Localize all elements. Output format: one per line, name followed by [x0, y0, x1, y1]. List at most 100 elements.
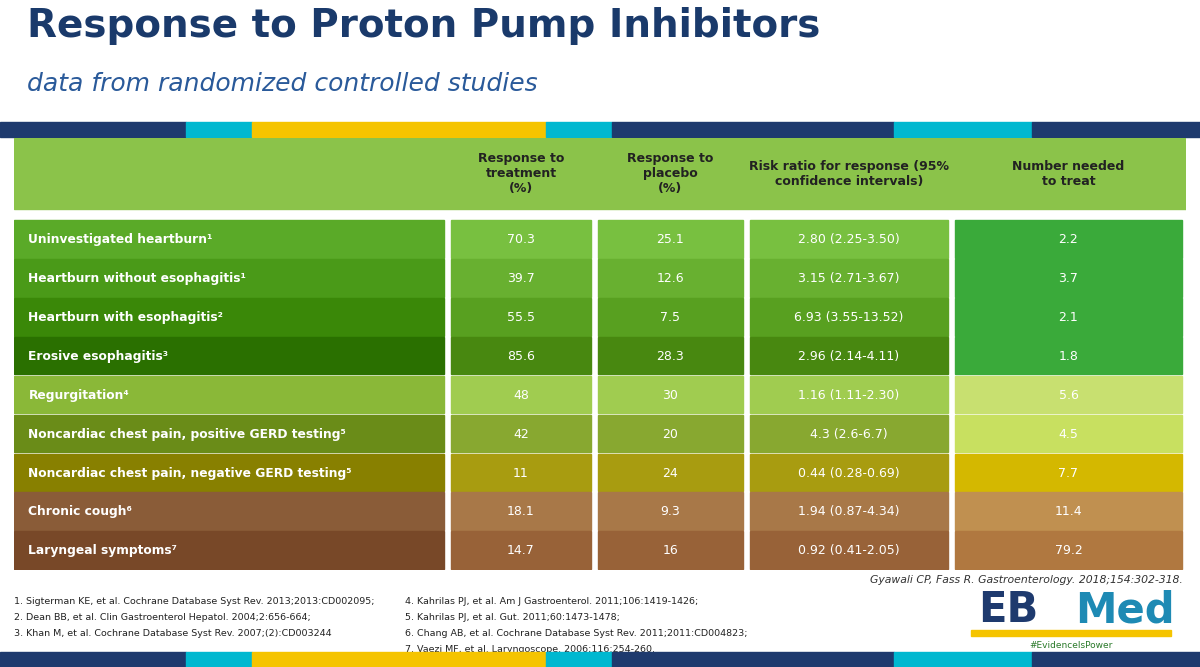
Text: 5.6: 5.6: [1058, 389, 1079, 402]
Text: Uninvestigated heartburn¹: Uninvestigated heartburn¹: [29, 233, 212, 246]
Bar: [598, 532, 743, 569]
Bar: [598, 259, 743, 297]
Bar: [14, 138, 1186, 209]
Bar: [750, 337, 948, 374]
Text: 12.6: 12.6: [656, 272, 684, 285]
Bar: [451, 220, 590, 257]
Bar: [451, 376, 590, 414]
Bar: [894, 122, 1032, 137]
Bar: [186, 122, 252, 137]
Text: 2.80 (2.25-3.50): 2.80 (2.25-3.50): [798, 233, 900, 246]
Bar: [546, 652, 612, 667]
Bar: [14, 220, 444, 257]
Bar: [750, 298, 948, 336]
Text: 28.3: 28.3: [656, 350, 684, 363]
Text: 1.94 (0.87-4.34): 1.94 (0.87-4.34): [798, 506, 900, 518]
Bar: [451, 454, 590, 491]
Bar: [14, 337, 444, 374]
Bar: [894, 652, 1032, 667]
Text: 85.6: 85.6: [508, 350, 535, 363]
Text: Chronic cough⁶: Chronic cough⁶: [29, 506, 132, 518]
Text: Heartburn without esophagitis¹: Heartburn without esophagitis¹: [29, 272, 246, 285]
Bar: [546, 122, 612, 137]
Bar: [750, 492, 948, 530]
Text: 7.5: 7.5: [660, 311, 680, 324]
Bar: [451, 337, 590, 374]
Bar: [612, 652, 894, 667]
Text: 3. Khan M, et al. Cochrane Database Syst Rev. 2007;(2):CD003244: 3. Khan M, et al. Cochrane Database Syst…: [14, 629, 332, 638]
Bar: [451, 298, 590, 336]
Bar: [0, 122, 186, 137]
Text: Laryngeal symptoms⁷: Laryngeal symptoms⁷: [29, 544, 178, 558]
Bar: [451, 415, 590, 452]
Bar: [451, 532, 590, 569]
Text: 2. Dean BB, et al. Clin Gastroenterol Hepatol. 2004;2:656-664;: 2. Dean BB, et al. Clin Gastroenterol He…: [14, 613, 311, 622]
Text: Response to
treatment
(%): Response to treatment (%): [478, 152, 564, 195]
Bar: [750, 532, 948, 569]
Bar: [598, 454, 743, 491]
Text: 2.2: 2.2: [1058, 233, 1079, 246]
Text: 6. Chang AB, et al. Cochrane Database Syst Rev. 2011;2011:CD004823;: 6. Chang AB, et al. Cochrane Database Sy…: [406, 629, 748, 638]
Text: 70.3: 70.3: [508, 233, 535, 246]
Text: 4. Kahrilas PJ, et al. Am J Gastroenterol. 2011;106:1419-1426;: 4. Kahrilas PJ, et al. Am J Gastroentero…: [406, 597, 698, 606]
Text: Noncardiac chest pain, positive GERD testing⁵: Noncardiac chest pain, positive GERD tes…: [29, 428, 347, 441]
Bar: [598, 376, 743, 414]
Bar: [955, 532, 1182, 569]
Text: 30: 30: [662, 389, 678, 402]
Bar: [252, 652, 546, 667]
Text: 55.5: 55.5: [506, 311, 535, 324]
Bar: [598, 220, 743, 257]
Bar: [955, 454, 1182, 491]
Bar: [14, 532, 444, 569]
Bar: [750, 259, 948, 297]
Text: 7.7: 7.7: [1058, 466, 1079, 480]
Text: 1. Sigterman KE, et al. Cochrane Database Syst Rev. 2013;2013:CD002095;: 1. Sigterman KE, et al. Cochrane Databas…: [14, 597, 374, 606]
Bar: [1032, 652, 1200, 667]
Text: 7. Vaezi MF, et al. Laryngoscope. 2006;116:254-260.: 7. Vaezi MF, et al. Laryngoscope. 2006;1…: [406, 645, 655, 654]
Bar: [451, 259, 590, 297]
Text: 18.1: 18.1: [508, 506, 535, 518]
Text: Risk ratio for response (95%
confidence intervals): Risk ratio for response (95% confidence …: [749, 159, 949, 187]
Text: 4.3 (2.6-6.7): 4.3 (2.6-6.7): [810, 428, 888, 441]
Text: Response to
placebo
(%): Response to placebo (%): [628, 152, 714, 195]
Text: 9.3: 9.3: [660, 506, 680, 518]
Text: 1.8: 1.8: [1058, 350, 1079, 363]
Bar: [598, 415, 743, 452]
Text: 1.16 (1.11-2.30): 1.16 (1.11-2.30): [798, 389, 900, 402]
Text: 6.93 (3.55-13.52): 6.93 (3.55-13.52): [794, 311, 904, 324]
Text: 2.96 (2.14-4.11): 2.96 (2.14-4.11): [798, 350, 900, 363]
Text: 3.7: 3.7: [1058, 272, 1079, 285]
Text: Number needed
to treat: Number needed to treat: [1013, 159, 1124, 187]
Bar: [598, 492, 743, 530]
Text: EB: EB: [978, 590, 1038, 631]
Text: 20: 20: [662, 428, 678, 441]
Text: 11: 11: [514, 466, 529, 480]
Text: Heartburn with esophagitis²: Heartburn with esophagitis²: [29, 311, 223, 324]
Text: 2.1: 2.1: [1058, 311, 1079, 324]
Bar: [955, 337, 1182, 374]
Bar: [750, 415, 948, 452]
Bar: [955, 259, 1182, 297]
Bar: [598, 337, 743, 374]
Bar: [14, 376, 444, 414]
Text: 42: 42: [514, 428, 529, 441]
Bar: [0, 652, 186, 667]
Bar: [186, 652, 252, 667]
Bar: [955, 376, 1182, 414]
Text: 11.4: 11.4: [1055, 506, 1082, 518]
Text: 79.2: 79.2: [1055, 544, 1082, 558]
Text: 3.15 (2.71-3.67): 3.15 (2.71-3.67): [798, 272, 900, 285]
Text: 0.44 (0.28-0.69): 0.44 (0.28-0.69): [798, 466, 900, 480]
Text: 0.92 (0.41-2.05): 0.92 (0.41-2.05): [798, 544, 900, 558]
Text: Regurgitation⁴: Regurgitation⁴: [29, 389, 130, 402]
Text: 25.1: 25.1: [656, 233, 684, 246]
Bar: [14, 298, 444, 336]
Bar: [612, 122, 894, 137]
Text: 4.5: 4.5: [1058, 428, 1079, 441]
Text: 39.7: 39.7: [508, 272, 535, 285]
Text: 5. Kahrilas PJ, et al. Gut. 2011;60:1473-1478;: 5. Kahrilas PJ, et al. Gut. 2011;60:1473…: [406, 613, 620, 622]
Text: 24: 24: [662, 466, 678, 480]
Bar: [750, 220, 948, 257]
Text: Noncardiac chest pain, negative GERD testing⁵: Noncardiac chest pain, negative GERD tes…: [29, 466, 352, 480]
Bar: [955, 220, 1182, 257]
